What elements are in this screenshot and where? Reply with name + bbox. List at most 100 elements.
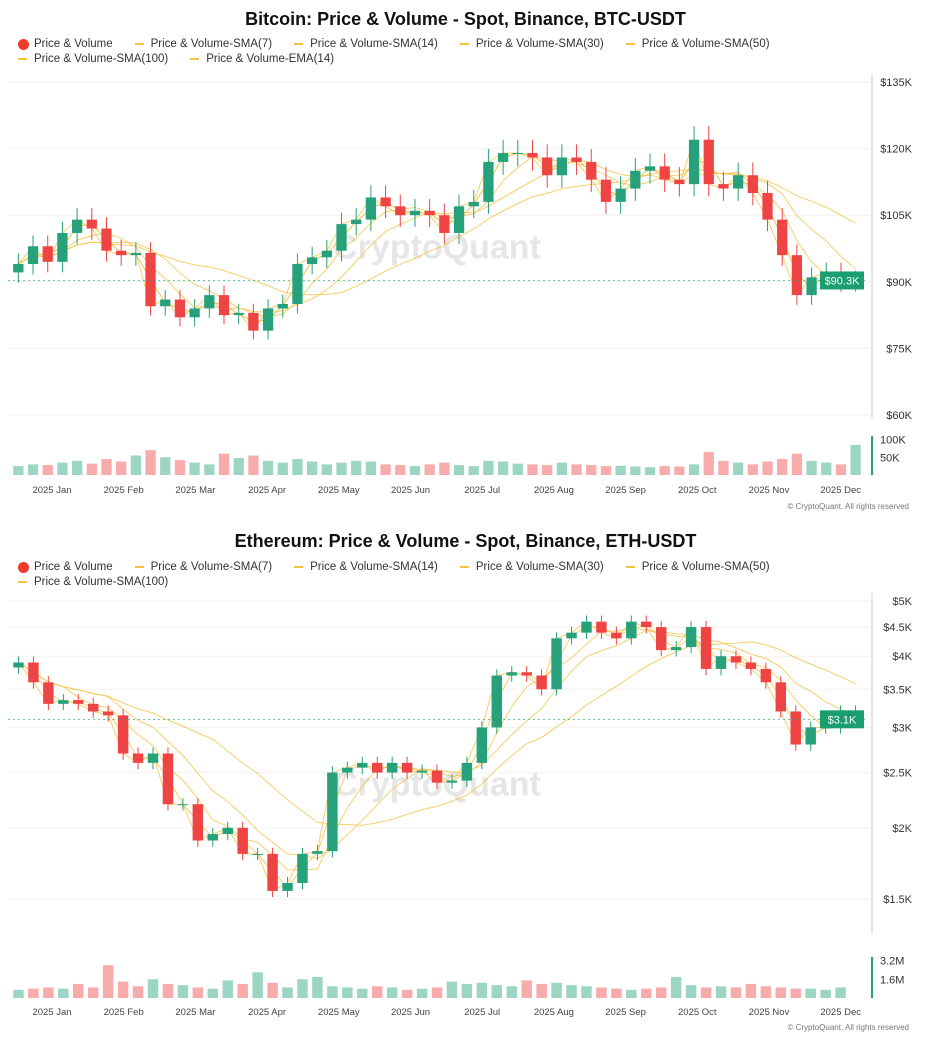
y-tick-label: $4K: [892, 651, 912, 663]
candle-body: [71, 219, 83, 233]
legend-item[interactable]: Price & Volume-EMA(14): [190, 53, 334, 65]
btc-copyright: © CryptoQuant. All rights reserved: [787, 502, 910, 511]
line-marker-icon: [18, 58, 27, 60]
volume-bar: [218, 453, 230, 475]
candle-body: [775, 682, 787, 712]
y-tick-label: $90K: [886, 277, 912, 289]
volume-bar: [395, 465, 406, 475]
legend-label: Price & Volume-SMA(7): [150, 561, 273, 573]
volume-bar: [527, 464, 538, 475]
eth-legend: Price & Volume Price & Volume-SMA(7) Price…: [18, 561, 923, 588]
legend-item[interactable]: Price & Volume-SMA(7): [134, 561, 273, 573]
candle-body: [73, 700, 84, 704]
legend-item[interactable]: Price & Volume: [18, 38, 113, 50]
last-price-label: $90.3K: [825, 275, 861, 287]
candle-body: [512, 153, 523, 155]
volume-bar: [483, 460, 494, 475]
volume-bar: [615, 465, 626, 475]
x-tick-label: 2025 Aug: [534, 485, 574, 496]
volume-bar: [536, 983, 547, 998]
candle-body: [611, 632, 622, 639]
legend-item[interactable]: Price & Volume-SMA(100): [18, 53, 168, 65]
volume-bar: [207, 988, 219, 998]
volume-bar: [821, 462, 832, 475]
candle-body: [145, 252, 156, 307]
y-tick-label: $105K: [880, 210, 912, 222]
volume-bar: [626, 989, 637, 998]
x-tick-label: 2025 Jan: [32, 1007, 71, 1018]
candle-body: [162, 753, 174, 805]
volume-bar: [571, 464, 582, 475]
x-tick-label: 2025 Nov: [749, 1007, 790, 1018]
volume-bar: [102, 965, 114, 998]
legend-item[interactable]: Price & Volume-SMA(50): [625, 561, 770, 573]
btc-chart-title: Bitcoin: Price & Volume - Spot, Binance,…: [245, 9, 686, 29]
candle-body: [395, 206, 406, 216]
volume-bar: [292, 459, 303, 475]
volume-bar: [791, 453, 803, 475]
last-price-label: $3.1K: [828, 714, 857, 726]
x-tick-label: 2025 Feb: [104, 485, 144, 496]
candle-body: [132, 753, 144, 763]
y-tick-label: $4.5K: [883, 622, 912, 634]
legend-item[interactable]: Price & Volume-SMA(14): [294, 561, 438, 573]
legend-label: Price & Volume-SMA(100): [34, 576, 169, 588]
volume-bar: [685, 985, 697, 998]
legend-item[interactable]: Price & Volume-SMA(7): [134, 38, 272, 50]
candle-body: [87, 703, 99, 712]
y-tick-label: $3.5K: [883, 684, 912, 696]
x-tick-label: 2025 Apr: [248, 1007, 286, 1018]
legend-item[interactable]: Price & Volume: [18, 561, 113, 573]
y-tick-label: $135K: [880, 77, 912, 89]
volume-bar: [189, 462, 200, 475]
legend-item[interactable]: Price & Volume-SMA(14): [294, 38, 438, 50]
y-tick-label: $60K: [886, 410, 912, 422]
candle-body: [380, 197, 391, 207]
x-tick-label: 2025 Dec: [820, 485, 861, 496]
volume-bar: [506, 986, 517, 998]
legend-item[interactable]: Price & Volume-SMA(30): [459, 38, 604, 50]
volume-bar: [248, 455, 259, 475]
ma-line: [18, 621, 856, 892]
volume-bar: [596, 987, 607, 998]
volume-bar: [192, 987, 204, 998]
candle-body: [791, 255, 803, 296]
candle-body: [189, 308, 200, 318]
volume-bar: [73, 983, 84, 998]
candle-body: [321, 250, 332, 258]
volume-bar: [336, 462, 347, 475]
legend-label: Price & Volume-SMA(30): [475, 38, 604, 50]
volume-bar: [835, 987, 846, 998]
candle-body: [718, 184, 729, 189]
volume-bar: [416, 988, 428, 998]
volume-bar: [306, 461, 318, 475]
volume-bar: [820, 989, 831, 998]
candle-body: [13, 264, 24, 273]
watermark: CryptoQuant: [333, 229, 541, 267]
candle-body: [192, 804, 204, 841]
candle-body: [715, 656, 727, 669]
candle-body: [409, 210, 421, 216]
candle-body: [670, 647, 682, 651]
legend-item[interactable]: Price & Volume-SMA(30): [459, 561, 604, 573]
candle-body: [630, 170, 641, 189]
candle-body: [222, 827, 233, 835]
legend-label: Price & Volume: [34, 561, 113, 573]
volume-bar: [87, 987, 99, 998]
volume-bar: [386, 987, 398, 998]
volume-bar: [145, 450, 156, 475]
candle-body: [174, 299, 186, 318]
legend-label: Price & Volume-SMA(50): [641, 561, 770, 573]
line-marker-icon: [294, 43, 304, 45]
volume-bar: [371, 986, 383, 998]
candle-body: [644, 166, 656, 171]
volume-bar: [468, 466, 479, 475]
volume-bar: [357, 988, 368, 998]
volume-bar: [670, 976, 682, 998]
volume-bar: [130, 455, 142, 475]
legend-item[interactable]: Price & Volume-SMA(50): [625, 38, 770, 50]
volume-bar: [542, 465, 553, 475]
volume-bar: [116, 461, 127, 475]
legend-item[interactable]: Price & Volume-SMA(100): [18, 576, 168, 588]
volume-bar: [174, 460, 186, 475]
